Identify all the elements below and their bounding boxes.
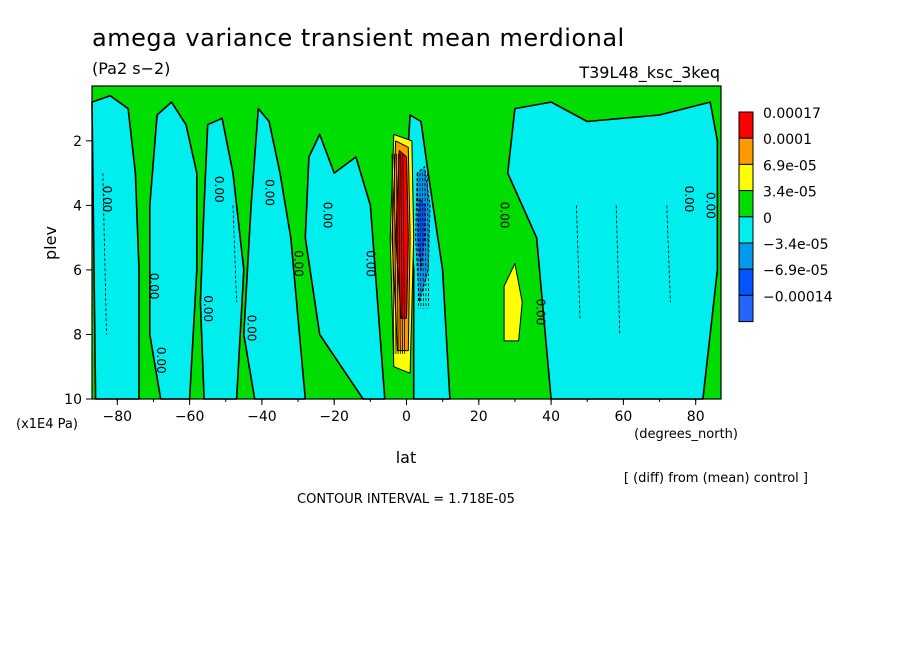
- legend-swatch: [738, 137, 754, 165]
- y-axis: 2 4 6 8 10: [64, 134, 92, 408]
- cyan-region: [91, 94, 140, 400]
- contour-label: 0.00: [291, 250, 305, 277]
- y-axis-title: plev: [41, 226, 60, 260]
- footnote: [ (diff) from (mean) control ]: [624, 471, 808, 486]
- units-label: (Pa2 s−2): [92, 59, 170, 78]
- contour-label: 0.00: [704, 192, 718, 219]
- legend-swatch: [738, 242, 754, 270]
- contour-interval: CONTOUR INTERVAL = 1.718E-05: [297, 492, 515, 507]
- legend-swatch: [738, 216, 754, 244]
- legend-swatch: [738, 294, 754, 323]
- contour-label: 0.00: [682, 186, 696, 213]
- contour-label: 0.00: [100, 186, 114, 213]
- contour-label: 0.00: [263, 179, 277, 206]
- contour-label: 0.00: [154, 347, 168, 374]
- cyan-region: [149, 101, 198, 400]
- contour-label: 0.00: [364, 250, 378, 277]
- legend-label: 0: [763, 211, 772, 227]
- chart-title: amega variance transient mean merdional: [92, 24, 625, 52]
- legend-swatch: [738, 163, 754, 192]
- contour-line: [391, 153, 395, 354]
- x-tick-label: −20: [319, 409, 349, 425]
- contour-line: [400, 153, 403, 354]
- contour-label: 0.00: [201, 295, 215, 322]
- y-tick-label: 10: [64, 392, 82, 408]
- legend-label: 0.0001: [763, 132, 812, 148]
- legend-label: −0.00014: [763, 289, 833, 305]
- contour-line: [232, 205, 237, 303]
- y-tick-label: 8: [73, 327, 82, 343]
- contour-line: [393, 153, 397, 354]
- contour-label: 0.00: [147, 273, 161, 300]
- contour-line: [419, 173, 422, 309]
- contour-line: [666, 205, 671, 303]
- legend-swatch: [738, 268, 754, 296]
- contour-line: [576, 205, 581, 319]
- plot-area: 0.00 0.00 0.00 0.00 0.00 0.00 0.00 0.00 0.00 0.00…: [91, 85, 722, 400]
- y-tick-label: 2: [73, 134, 82, 150]
- x-tick-label: −80: [103, 409, 133, 425]
- x-tick-label: 20: [470, 409, 488, 425]
- legend-label: 3.4e-05: [763, 185, 817, 201]
- x-axis-title: lat: [396, 448, 417, 467]
- contour-label: 0.00: [534, 299, 548, 326]
- contour-line: [427, 173, 429, 309]
- contour-line: [416, 173, 419, 309]
- positive-region: [503, 263, 523, 342]
- contour-label: 0.00: [320, 202, 334, 229]
- contour-line: [615, 205, 621, 335]
- x-tick-label: 40: [542, 409, 560, 425]
- x-units-label: (degrees_north): [634, 427, 738, 442]
- y-tick-label: 4: [73, 198, 82, 214]
- contour-line: [424, 173, 427, 309]
- legend-label: −6.9e-05: [763, 263, 828, 279]
- legend-label: 0.00017: [763, 106, 821, 122]
- color-legend: 0.00017 0.0001 6.9e-05 3.4e-05 0 −3.4e-05 −6.9…: [738, 106, 833, 323]
- contour-line: [402, 153, 406, 354]
- legend-label: 6.9e-05: [763, 158, 817, 174]
- x-axis: −80 −60 −40 −20 0 20 40 60 80: [103, 399, 705, 425]
- legend-swatch: [738, 111, 754, 139]
- contour-label: 0.00: [244, 315, 258, 342]
- legend-label: −3.4e-05: [763, 237, 828, 253]
- contour-label: 0.00: [212, 176, 226, 203]
- x-tick-label: 80: [687, 409, 705, 425]
- contour-line: [422, 173, 424, 309]
- cyan-region: [506, 101, 719, 400]
- contour-line: [395, 153, 399, 354]
- cyan-region: [304, 133, 386, 400]
- y-units-label: (x1E4 Pa): [16, 417, 78, 432]
- x-tick-label: 0: [402, 409, 411, 425]
- contour-labels: 0.00 0.00 0.00 0.00 0.00 0.00 0.00 0.00 0.00 0.00…: [100, 176, 718, 374]
- contour-line: [398, 153, 401, 354]
- x-tick-label: −40: [247, 409, 277, 425]
- contour-lines: [102, 153, 671, 354]
- legend-swatch: [738, 190, 754, 218]
- y-tick-label: 6: [73, 263, 82, 279]
- contour-line: [102, 173, 107, 335]
- experiment-label: T39L48_ksc_3keq: [578, 63, 720, 83]
- x-tick-label: −60: [175, 409, 205, 425]
- x-tick-label: 60: [614, 409, 632, 425]
- contour-label: 0.00: [497, 202, 511, 229]
